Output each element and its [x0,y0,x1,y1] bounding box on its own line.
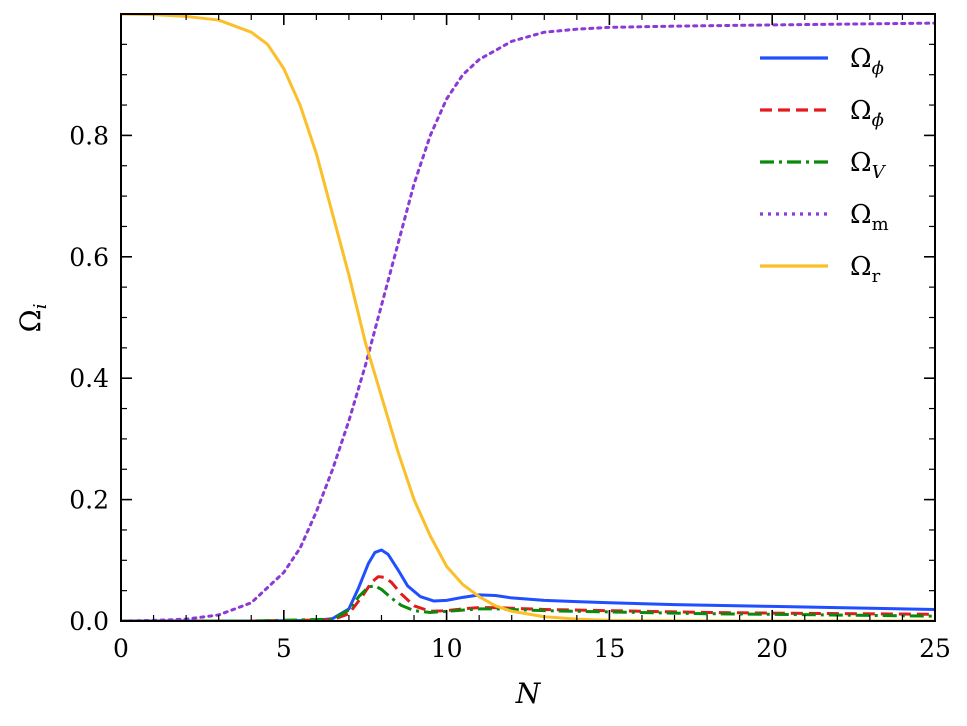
x-tick-label: 25 [919,634,951,663]
plot-frame [120,13,936,622]
y-tick-label: 0.2 [69,486,109,515]
legend-label-base: Ω [850,200,872,230]
legend-label-sub: V [872,162,887,183]
series-layer [121,14,935,621]
legend-label-base: Ω [850,148,872,178]
series-line-4 [121,14,935,621]
legend-label-3: Ωm [850,200,889,235]
x-tick-label: 5 [276,634,292,663]
series-line-2 [121,584,935,621]
legend-label-sub: r [872,266,881,287]
x-tick-label: 20 [756,634,788,663]
series-line-3 [121,21,935,621]
ticks-layer: 0 5 10 15 20 25 0.0 0.2 0.4 0.6 0.8 [69,14,951,663]
legend-label-base: Ω [850,252,872,282]
legend-label-sub: m [872,214,889,235]
x-tick-label: 15 [593,634,625,663]
legend-label-1: Ωϕ̇ [850,96,884,131]
legend-label-0: Ωϕ [850,44,884,79]
x-axis-label: N [515,677,542,710]
y-tick-label: 0.8 [69,121,109,150]
x-tick-label: 10 [431,634,463,663]
series-line-1 [121,575,935,621]
y-tick-label: 0.0 [69,607,109,636]
x-tick-label: 0 [113,634,129,663]
legend-label-4: Ωr [850,252,881,287]
y-tick-label: 0.4 [69,364,109,393]
legend-label-sub: ϕ̇ [872,110,884,131]
legend-label-2: ΩV [850,148,887,183]
y-tick-label: 0.6 [69,243,109,272]
y-axis-label-sub: i [30,304,51,310]
y-axis-label-base: Ω [14,309,47,332]
legend-label-base: Ω [850,44,872,74]
legend-label-sub: ϕ [872,58,884,79]
legend-label-base: Ω [850,96,872,126]
y-axis-label: Ωi [14,304,51,333]
